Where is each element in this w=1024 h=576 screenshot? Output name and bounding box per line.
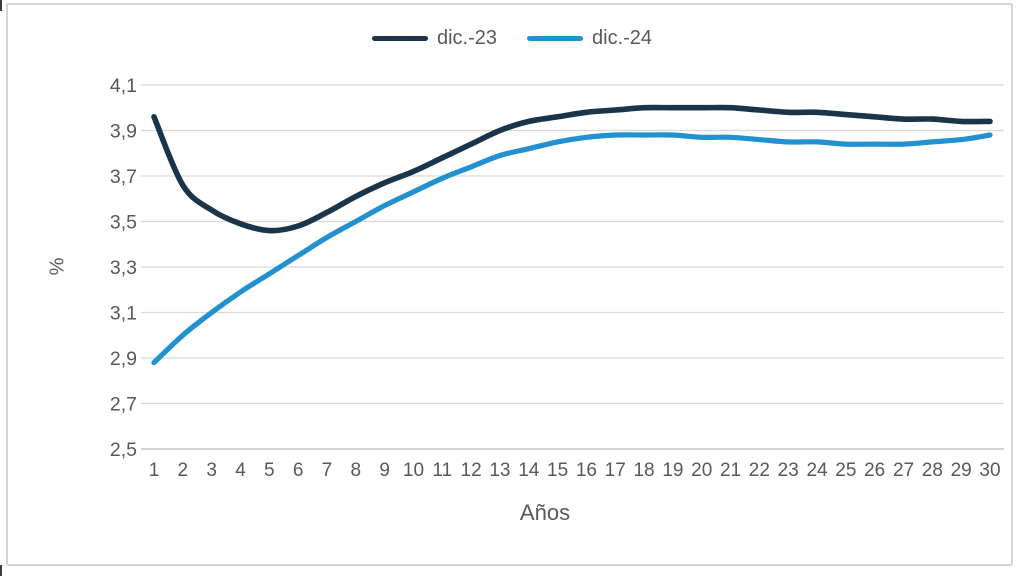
x-tick-label: 29 <box>951 460 972 481</box>
x-tick-label: 1 <box>149 460 160 481</box>
chart-frame <box>6 3 1013 566</box>
x-tick-label: 21 <box>720 460 741 481</box>
x-tick-label: 6 <box>293 460 304 481</box>
y-tick-label: 2,7 <box>110 394 137 416</box>
y-tick-label: 3,9 <box>110 121 137 143</box>
y-tick-label: 2,9 <box>110 348 137 370</box>
x-tick-label: 20 <box>691 460 712 481</box>
window-edge-artifact <box>0 565 2 576</box>
x-tick-label: 19 <box>662 460 683 481</box>
x-tick-label: 26 <box>864 460 885 481</box>
x-tick-label: 16 <box>576 460 597 481</box>
x-tick-label: 11 <box>432 460 452 481</box>
x-tick-label: 30 <box>979 460 1000 481</box>
legend-item-dic-24: dic.-24 <box>527 27 652 49</box>
x-tick-label: 9 <box>379 460 390 481</box>
x-tick-label: 12 <box>461 460 482 481</box>
legend-item-dic-23: dic.-23 <box>371 27 497 49</box>
legend-swatch <box>527 35 583 41</box>
x-tick-label: 24 <box>806 460 828 481</box>
series-line-dic-24 <box>151 132 993 366</box>
y-tick-label: 4,1 <box>110 75 137 97</box>
y-tick-label: 3,7 <box>110 166 137 188</box>
y-tick-label: 3,5 <box>110 212 137 234</box>
series-line-dic-23 <box>151 104 993 234</box>
x-tick-label: 2 <box>178 460 189 481</box>
window-edge-artifact <box>0 0 2 11</box>
legend-label: dic.-24 <box>592 27 653 49</box>
x-tick-label: 25 <box>835 460 856 481</box>
y-tick-label: 2,5 <box>110 439 137 461</box>
x-tick-label: 3 <box>206 460 217 481</box>
x-axis-title: Años <box>519 500 571 525</box>
y-axis-title: % <box>46 257 69 276</box>
x-tick-label: 7 <box>322 460 333 481</box>
x-tick-label: 17 <box>605 460 626 481</box>
x-tick-label: 13 <box>489 460 510 481</box>
x-tick-label: 4 <box>235 460 246 481</box>
x-tick-label: 5 <box>264 460 275 481</box>
x-tick-label: 10 <box>403 460 424 481</box>
y-tick-label: 3,1 <box>110 303 137 325</box>
legend-label: dic.-23 <box>436 27 497 49</box>
y-tick-label: 3,3 <box>110 257 137 279</box>
x-tick-label: 15 <box>547 460 568 481</box>
x-tick-label: 23 <box>778 460 799 481</box>
legend-swatch <box>371 35 428 41</box>
chart-legend: dic.-23 dic.-24 <box>0 27 1024 49</box>
x-tick-label: 14 <box>518 460 540 481</box>
x-tick-label: 22 <box>749 460 770 481</box>
x-tick-label: 8 <box>351 460 362 481</box>
x-tick-label: 18 <box>633 460 654 481</box>
x-tick-label: 27 <box>893 460 914 481</box>
x-tick-label: 28 <box>922 460 943 481</box>
